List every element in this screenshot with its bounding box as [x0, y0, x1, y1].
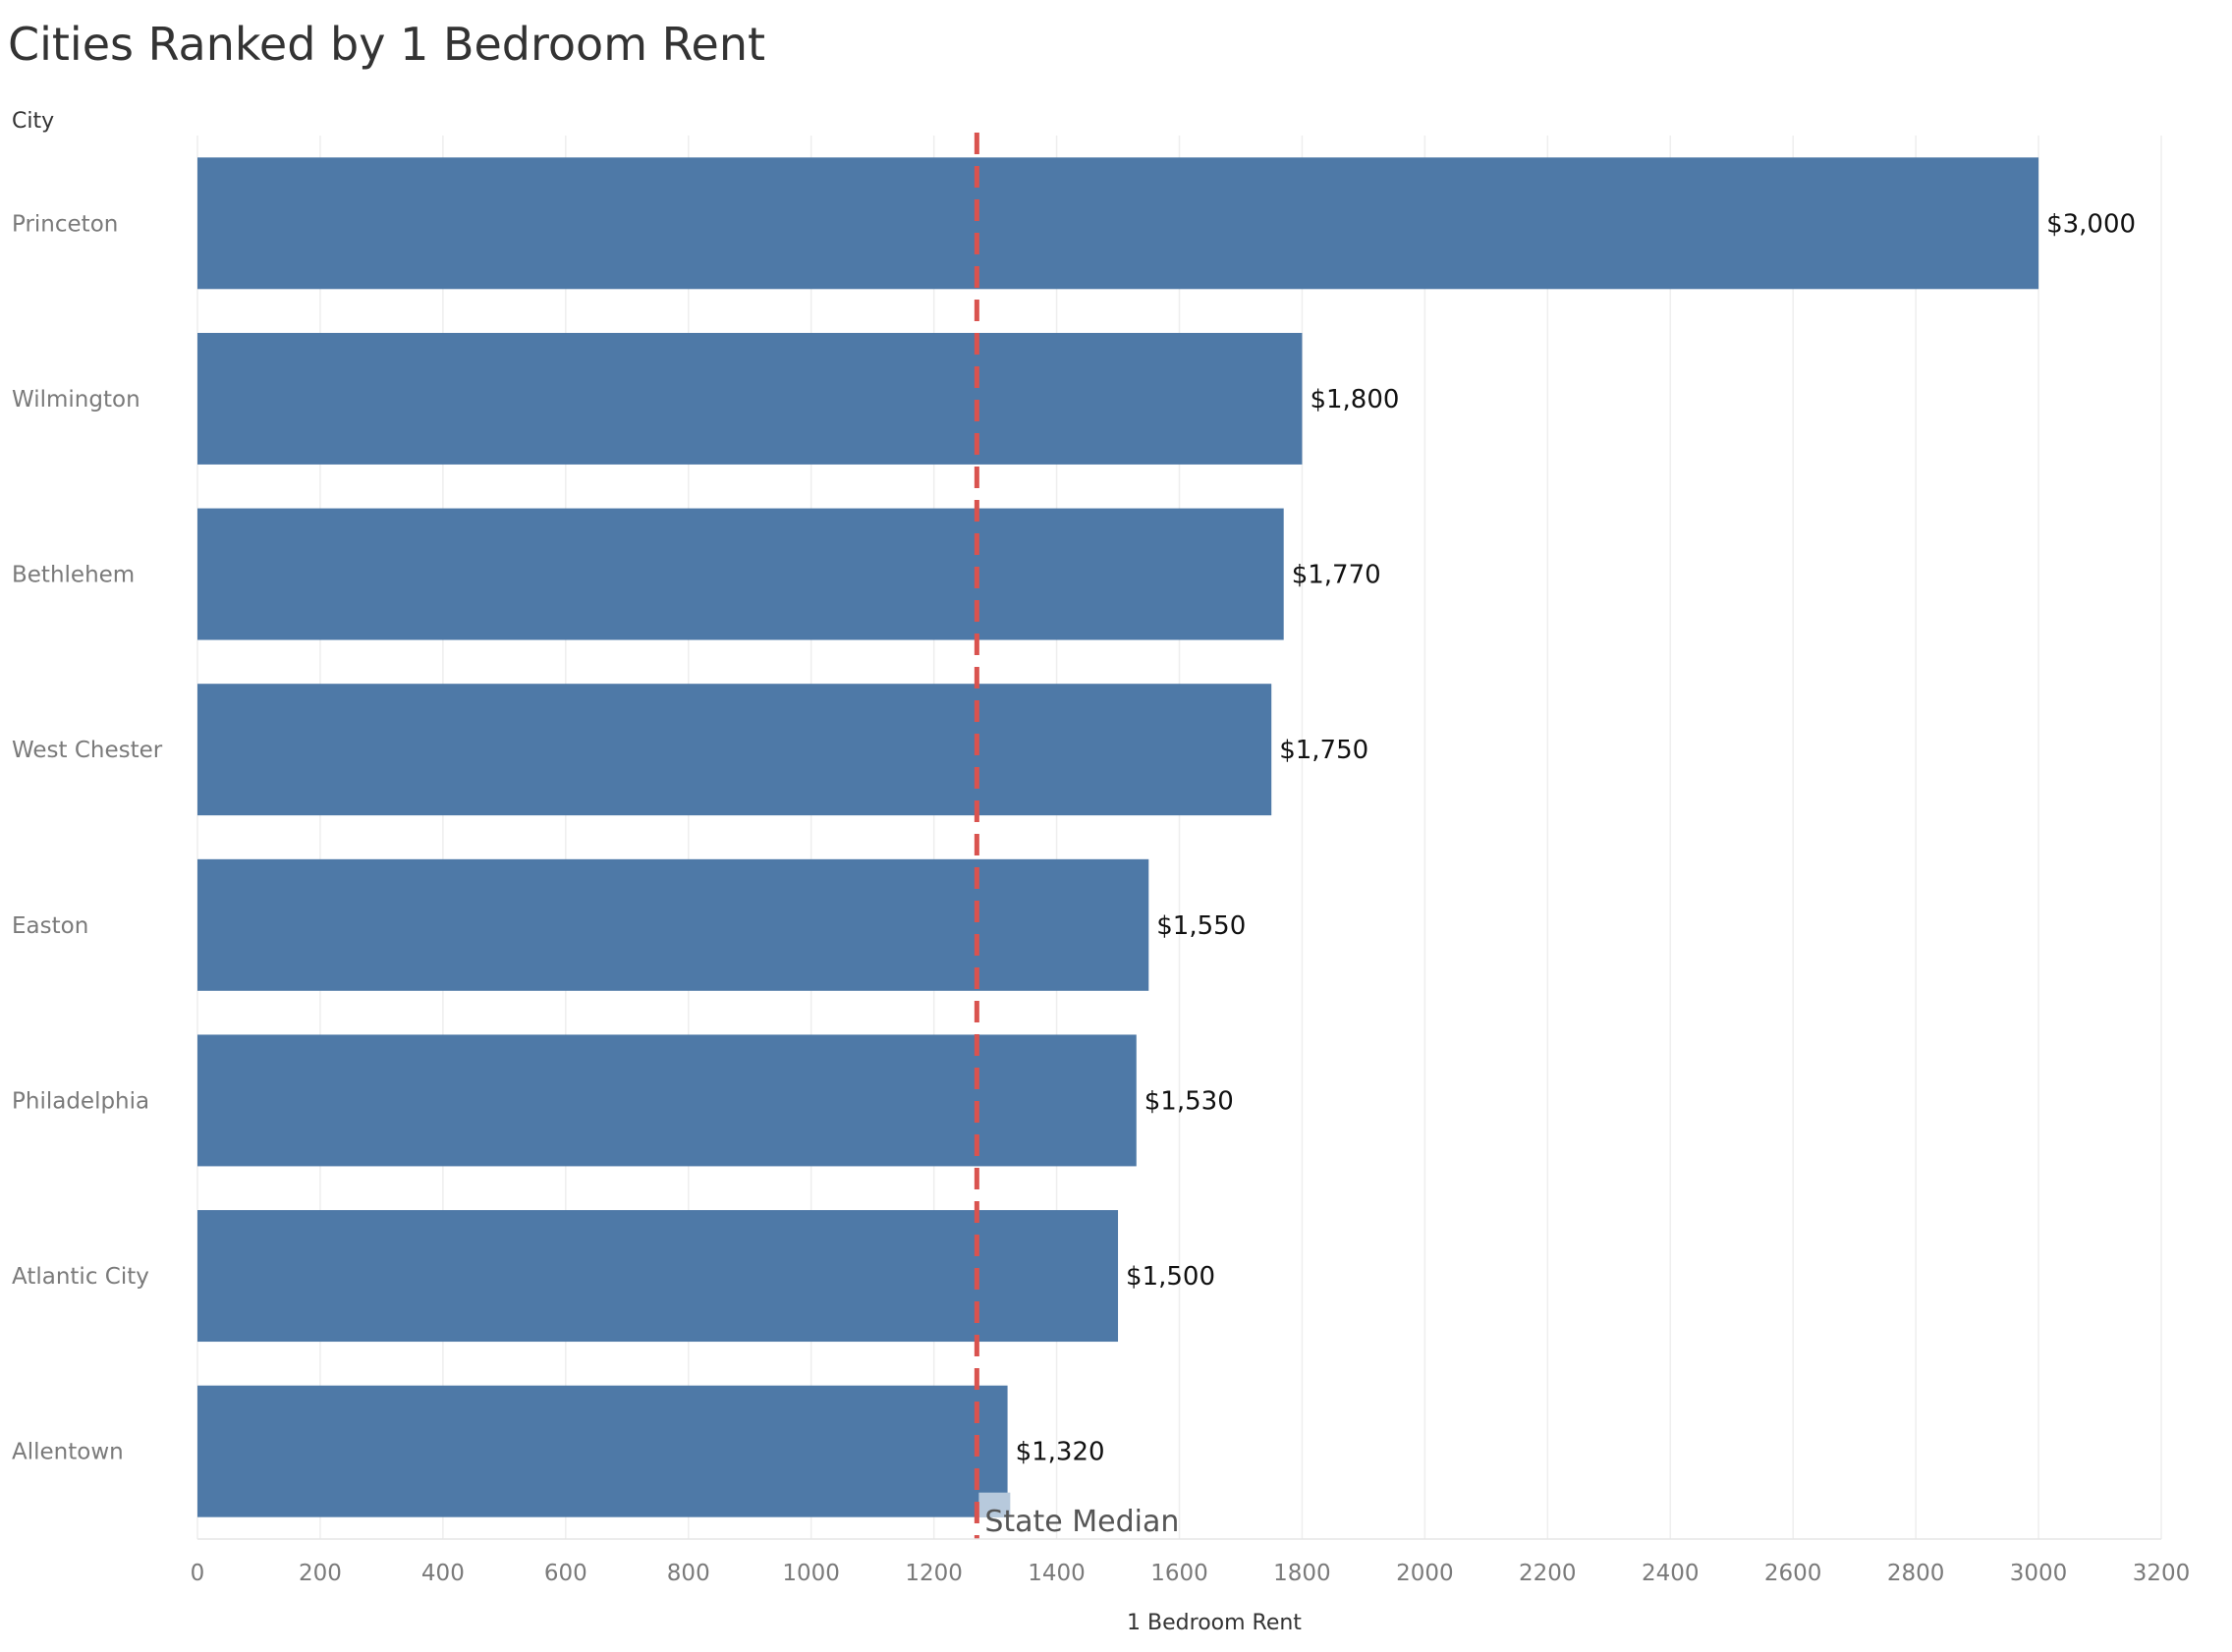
x-tick-label: 2800: [1887, 1561, 1945, 1586]
x-tick-label: 2400: [1642, 1561, 1700, 1586]
value-label: $1,550: [1156, 911, 1246, 941]
x-tick-label: 400: [421, 1561, 465, 1586]
x-tick-label: 1200: [905, 1561, 963, 1586]
category-label: Wilmington: [12, 387, 140, 413]
bar: [197, 1385, 1008, 1517]
bar: [197, 508, 1284, 640]
category-label: Atlantic City: [12, 1264, 149, 1290]
value-label: $1,750: [1279, 736, 1368, 765]
x-tick-label: 2600: [1764, 1561, 1822, 1586]
x-tick-label: 1800: [1273, 1561, 1331, 1586]
reference-line-label: State Median: [984, 1505, 1179, 1539]
x-tick-label: 3000: [2010, 1561, 2068, 1586]
reference-line-group: State Median: [974, 133, 1179, 1539]
value-label: $1,320: [1016, 1438, 1105, 1467]
bar: [197, 157, 2039, 290]
value-label: $1,530: [1144, 1086, 1234, 1116]
value-label: $1,800: [1310, 385, 1399, 414]
category-label: Allentown: [12, 1440, 124, 1465]
category-label: Princeton: [12, 211, 118, 237]
reference-label-background: [978, 1492, 1011, 1517]
bar: [197, 1034, 1137, 1167]
value-label: $3,000: [2046, 209, 2136, 239]
x-tick-label: 3200: [2133, 1561, 2191, 1586]
value-label: $1,500: [1126, 1262, 1215, 1292]
y-axis-title: City: [12, 109, 54, 134]
x-tick-label: 0: [191, 1561, 205, 1586]
chart-title: Cities Ranked by 1 Bedroom Rent: [8, 18, 766, 71]
x-tick-label: 2200: [1519, 1561, 1577, 1586]
category-label: Bethlehem: [12, 563, 135, 588]
category-label: Philadelphia: [12, 1088, 149, 1114]
bar: [197, 858, 1149, 991]
bars: Princeton $3,000 Wilmington $1,800 Bethlehem…: [12, 157, 2136, 1517]
x-tick-label: 1000: [782, 1561, 840, 1586]
bar: [197, 684, 1272, 816]
value-label: $1,770: [1292, 561, 1381, 590]
category-label: West Chester: [12, 738, 163, 763]
x-tick-label: 1400: [1028, 1561, 1086, 1586]
x-axis-ticks: 0 200 400 600 800 1000 1200 1400 1600 1800 2000 220…: [191, 1538, 2191, 1586]
x-tick-label: 2000: [1396, 1561, 1454, 1586]
category-label: Easton: [12, 913, 88, 939]
x-tick-label: 800: [667, 1561, 710, 1586]
x-tick-label: 1600: [1150, 1561, 1208, 1586]
x-axis-title: 1 Bedroom Rent: [1127, 1611, 1302, 1635]
x-tick-label: 200: [299, 1561, 342, 1586]
x-tick-label: 600: [544, 1561, 587, 1586]
bar: [197, 1210, 1119, 1343]
bar: [197, 332, 1303, 465]
